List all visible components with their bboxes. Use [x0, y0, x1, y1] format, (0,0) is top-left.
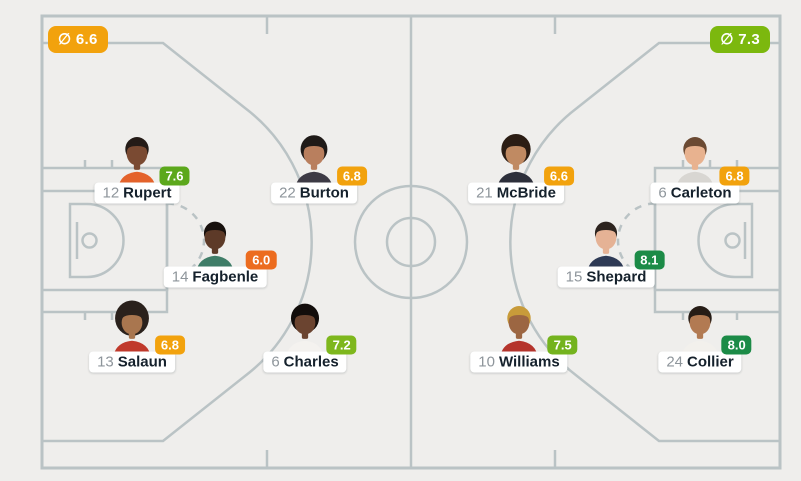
player-label-pill: 15 Shepard 8.1 [557, 250, 665, 288]
player-number: 21 [476, 184, 493, 202]
player-photo [489, 131, 543, 189]
home-team-average-rating-badge: ∅ 6.6 [48, 26, 108, 53]
player-label-pill: 13 Salaun 6.8 [89, 335, 185, 373]
right-lane-inner [653, 189, 782, 292]
player-bust-icon [676, 137, 714, 189]
player-photo [278, 300, 332, 358]
player-bust-icon [286, 303, 324, 358]
player-name: Charles [283, 353, 339, 371]
player-number: 6 [658, 184, 667, 202]
player-photo [287, 131, 341, 189]
player-name: Burton [299, 184, 349, 202]
player-number: 6 [271, 353, 280, 371]
player-label-pill: 10 Williams 7.5 [470, 335, 578, 373]
player-rating-badge: 6.6 [543, 166, 574, 186]
player-number: 12 [102, 184, 120, 202]
player-name: Carleton [670, 184, 732, 202]
player-rating-badge: 6.8 [154, 335, 185, 355]
player-name: Williams [498, 353, 560, 371]
player-rating-badge: 7.5 [547, 335, 578, 355]
player-bust-icon [497, 133, 535, 189]
player-rating-badge: 8.1 [634, 250, 665, 270]
left-lane-inner [40, 189, 169, 292]
player-name: Rupert [123, 184, 172, 202]
player-bust-icon [295, 135, 333, 189]
left-restricted-area [68, 202, 125, 279]
player-bust-icon [587, 221, 625, 273]
player-photo [105, 300, 159, 358]
player-bust-icon [196, 221, 234, 273]
player-label-pill: 12 Rupert 7.6 [94, 166, 190, 204]
player-bust-icon [681, 306, 719, 358]
player-number: 22 [279, 184, 296, 202]
player-number: 15 [565, 268, 583, 286]
player-label-pill: 21 McBride 6.6 [468, 166, 574, 204]
left-rim [81, 232, 98, 249]
player-bust-icon [113, 300, 151, 358]
player-label-pill: 6 Carleton 6.8 [650, 166, 750, 204]
player-photo [492, 300, 546, 358]
player-name: Shepard [586, 268, 647, 286]
player-rating-badge: 7.2 [326, 335, 357, 355]
player-bust-icon [500, 306, 538, 358]
player-photo [188, 215, 242, 273]
right-restricted-area [697, 202, 754, 279]
player-photo [668, 131, 722, 189]
player-name: Collier [687, 353, 734, 371]
away-team-average-rating-badge: ∅ 7.3 [710, 26, 770, 53]
player-label-pill: 24 Collier 8.0 [658, 335, 752, 373]
center-circle-inner [385, 216, 437, 268]
player-rating-badge: 7.6 [159, 166, 190, 186]
player-photo [579, 215, 633, 273]
player-name: Fagbenle [192, 268, 259, 286]
player-photo [110, 131, 164, 189]
player-number: 13 [97, 353, 114, 371]
center-circle-outer [353, 184, 469, 300]
player-rating-badge: 8.0 [721, 335, 752, 355]
player-rating-badge: 6.8 [336, 166, 367, 186]
player-rating-badge: 6.0 [246, 250, 277, 270]
player-number: 24 [666, 353, 683, 371]
player-label-pill: 6 Charles 7.2 [263, 335, 357, 373]
player-name: McBride [496, 184, 556, 202]
player-label-pill: 22 Burton 6.8 [271, 166, 367, 204]
player-number: 10 [478, 353, 495, 371]
player-bust-icon [118, 137, 156, 189]
player-label-pill: 14 Fagbenle 6.0 [163, 250, 277, 288]
player-name: Salaun [117, 353, 167, 371]
player-rating-badge: 6.8 [719, 166, 750, 186]
player-number: 14 [171, 268, 189, 286]
player-photo [673, 300, 727, 358]
right-rim [724, 232, 741, 249]
